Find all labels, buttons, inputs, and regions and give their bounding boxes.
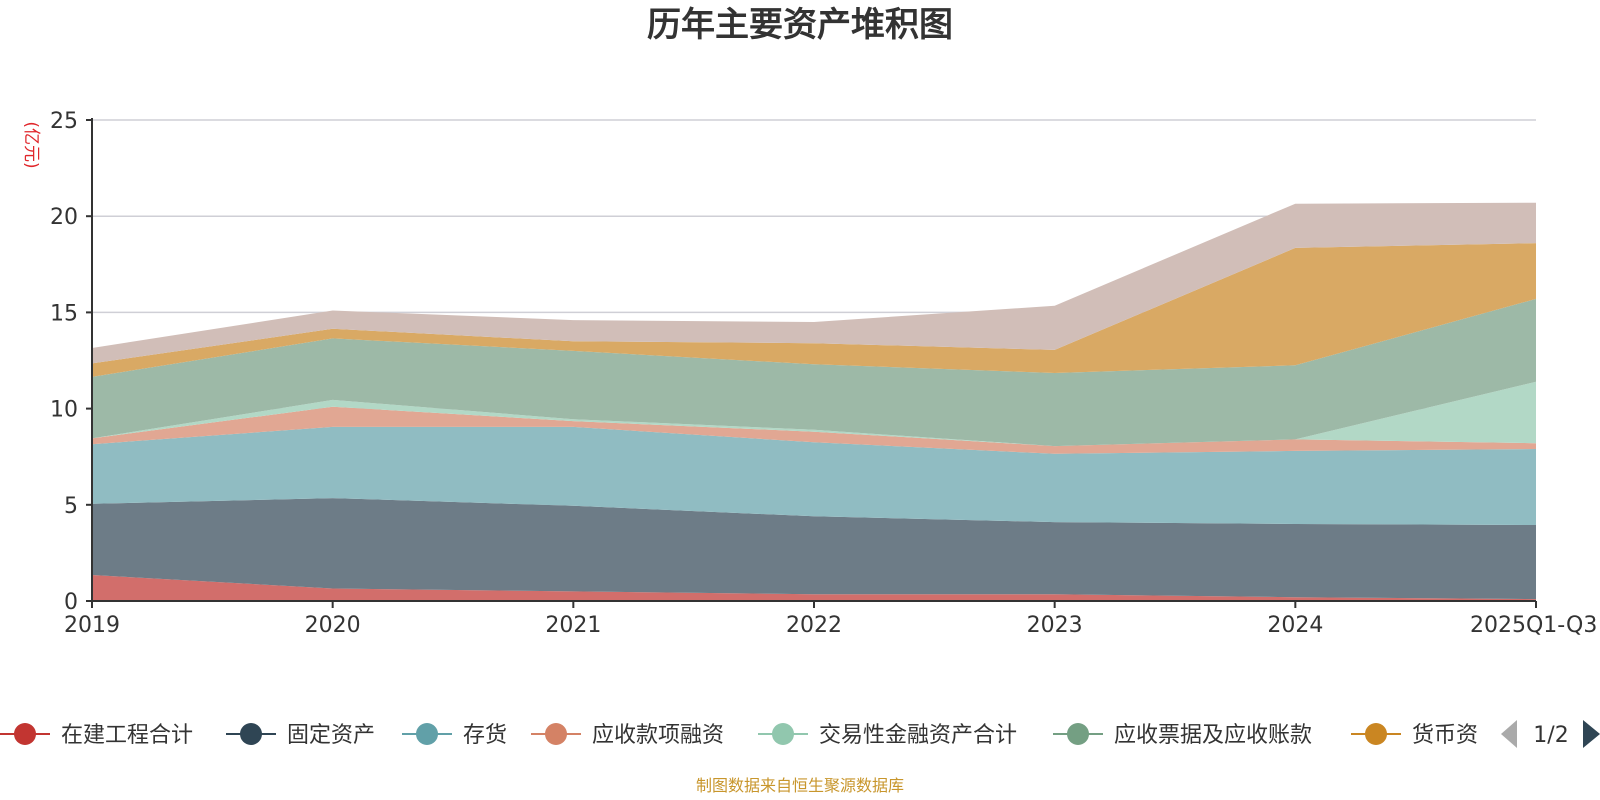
legend-marker: [14, 723, 36, 745]
legend-marker: [1365, 723, 1387, 745]
legend-marker: [240, 723, 262, 745]
y-tick-label: 10: [50, 398, 78, 423]
legend-label: 在建工程合计: [61, 723, 193, 748]
legend-prev-page-icon[interactable]: [1501, 720, 1517, 748]
axes: 0 5 10 15 20 25 2019 2020 2021 2022 2023 2024 2025Q1…: [50, 109, 1597, 638]
legend-item[interactable]: 在建工程合计: [0, 723, 193, 748]
legend-marker: [416, 723, 438, 745]
x-tick-label: 2020: [305, 613, 361, 638]
legend-label: 应收票据及应收账款: [1114, 723, 1312, 748]
legend-item[interactable]: 存货: [402, 723, 507, 748]
area-3: [92, 426, 1536, 525]
y-tick-label: 15: [50, 301, 78, 326]
legend-marker: [772, 723, 794, 745]
legend-label: 交易性金融资产合计: [819, 723, 1017, 748]
x-tick-label: 2023: [1027, 613, 1083, 638]
area-8: [92, 202, 1536, 364]
legend-label: 存货: [463, 723, 507, 748]
area-1: [92, 575, 1536, 601]
legend-marker: [545, 723, 567, 745]
legend-page-indicator: 1/2: [1533, 723, 1568, 748]
y-tick-label: 5: [64, 494, 78, 519]
x-tick-label: 2021: [545, 613, 601, 638]
y-axis-unit: (亿元): [21, 121, 41, 168]
area-5: [92, 381, 1536, 447]
legend-label: 应收款项融资: [592, 723, 724, 748]
y-tick-label: 0: [64, 590, 78, 615]
area-4: [92, 406, 1536, 454]
x-tick-label: 2024: [1267, 613, 1323, 638]
legend-label: 固定资产: [287, 723, 375, 748]
y-tick-label: 20: [50, 205, 78, 230]
x-tick-label: 2022: [786, 613, 842, 638]
data-source-note: 制图数据来自恒生聚源数据库: [696, 776, 904, 795]
legend-item[interactable]: 货币资: [1351, 723, 1478, 748]
x-tick-label: 2025Q1-Q3: [1470, 613, 1597, 638]
chart-title: 历年主要资产堆积图: [647, 5, 953, 45]
area-series: [92, 202, 1536, 601]
legend-item[interactable]: 应收款项融资: [531, 723, 724, 748]
area-6: [92, 298, 1536, 447]
legend-item[interactable]: 固定资产: [226, 723, 375, 748]
legend-next-page-icon[interactable]: [1583, 720, 1600, 748]
legend-item[interactable]: 交易性金融资产合计: [758, 723, 1017, 748]
legend[interactable]: 在建工程合计 固定资产 存货 应收款项融资 交易性金融资产合计 应收票据及应收账款 货币资 1…: [0, 720, 1600, 748]
area-2: [92, 498, 1536, 600]
legend-marker: [1067, 723, 1089, 745]
area-7: [92, 243, 1536, 377]
x-tick-label: 2019: [64, 613, 120, 638]
y-tick-label: 25: [50, 109, 78, 134]
legend-label: 货币资: [1412, 723, 1478, 748]
legend-item[interactable]: 应收票据及应收账款: [1053, 723, 1312, 748]
